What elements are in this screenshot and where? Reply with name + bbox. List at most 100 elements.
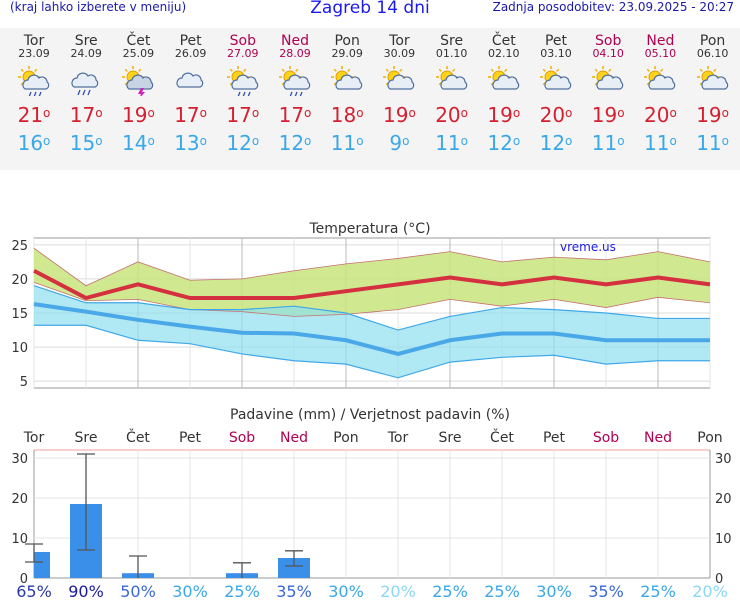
precip-day-label: Pet [179, 430, 202, 446]
min-temp: 11o [582, 132, 634, 154]
precip-y-tick-left: 10 [11, 532, 28, 547]
degree-sign: o [147, 134, 155, 148]
max-temp-line [33, 268, 711, 301]
precip-day-label: Pet [543, 430, 566, 446]
precip-probability: 25% [640, 582, 676, 600]
sun-cloud-icon [487, 66, 520, 90]
min-temp-band [34, 285, 710, 378]
day-name: Čet [126, 33, 151, 49]
precip-day-label: Ned [280, 430, 308, 446]
precip-error-bar [233, 562, 251, 578]
min-temp-value: 14 [121, 131, 148, 155]
max-temp: 20o [426, 104, 478, 126]
max-temp-value: 19 [487, 103, 513, 127]
max-temp: 19o [112, 104, 164, 126]
degree-sign: o [617, 106, 625, 120]
day-date: 30.09 [383, 47, 416, 60]
precip-probability: 25% [432, 582, 468, 600]
forecast-day: Čet 25.09 19o 14o [112, 28, 164, 154]
degree-sign: o [512, 134, 521, 148]
min-temp-value: 9 [389, 131, 403, 155]
min-temp-value: 11 [330, 131, 357, 155]
degree-sign: o [304, 106, 312, 120]
sun-cloud-icon [540, 66, 572, 90]
precip-y-tick-left: 0 [20, 572, 28, 587]
page-title: Zagreb 14 dni [310, 0, 430, 18]
precip-probability: 25% [484, 582, 520, 600]
day-name: Sob [229, 33, 256, 49]
forecast-day: Pet 03.10 20o 12o [530, 28, 582, 154]
degree-sign: o [43, 106, 51, 120]
min-temp-value: 15 [69, 131, 96, 155]
degree-sign: o [251, 134, 260, 148]
precip-probability: 30% [172, 582, 208, 600]
degree-sign: o [95, 106, 103, 120]
max-band-upper-edge [33, 247, 711, 287]
max-band-lower-edge [33, 281, 711, 317]
day-name: Tor [23, 33, 45, 49]
forecast-day: Tor 30.09 19o 9o [373, 28, 425, 154]
degree-sign: o [617, 134, 625, 148]
day-date: 26.09 [174, 47, 207, 60]
precip-probability: 35% [276, 582, 312, 600]
precip-day-label: Sob [593, 430, 619, 446]
min-temp-value: 16 [17, 131, 44, 155]
day-name: Sre [74, 33, 98, 49]
degree-sign: o [356, 134, 364, 148]
precip-y-tick-left: 20 [11, 492, 28, 507]
degree-sign: o [721, 106, 729, 120]
precip-probability: 20% [380, 582, 416, 600]
precip-error-bar [25, 543, 43, 563]
max-temp-value: 19 [121, 103, 148, 127]
degree-sign: o [199, 106, 207, 120]
min-temp-value: 12 [487, 131, 513, 155]
degree-sign: o [512, 106, 521, 120]
min-temp: 11o [426, 132, 478, 154]
min-temp-value: 11 [696, 131, 722, 155]
precip-day-label: Tor [23, 430, 45, 446]
min-temp-value: 12 [539, 131, 566, 155]
day-date: 05.10 [644, 47, 677, 60]
min-temp: 14o [112, 132, 164, 154]
sun-cloud-rain-icon [226, 66, 259, 96]
max-temp-value: 17 [226, 103, 252, 127]
max-temp: 21o [8, 104, 60, 126]
max-temp-value: 20 [435, 103, 461, 127]
day-name: Sre [440, 33, 464, 49]
max-temp: 19o [687, 104, 739, 126]
max-temp: 20o [530, 104, 582, 126]
precip-day-label: Pon [697, 430, 722, 446]
precip-error-bar [129, 555, 147, 578]
max-temp-value: 19 [696, 103, 722, 127]
temp-y-tick: 15 [11, 307, 28, 322]
min-temp-value: 12 [226, 131, 252, 155]
day-date: 03.10 [540, 47, 572, 60]
forecast-day: Ned 28.09 17o 12o [269, 28, 321, 154]
day-name: Sob [595, 33, 622, 49]
forecast-day: Pon 06.10 19o 11o [687, 28, 739, 154]
precip-error-bar [77, 453, 95, 551]
min-temp: 15o [60, 132, 112, 154]
precip-y-tick-right: 10 [715, 532, 732, 547]
day-date: 23.09 [18, 47, 50, 60]
degree-sign: o [95, 134, 103, 148]
precip-bar [278, 558, 310, 578]
max-temp-value: 18 [330, 103, 357, 127]
forecast-day: Sre 01.10 20o 11o [426, 28, 478, 154]
sun-cloud-rain-icon [18, 66, 50, 96]
sun-cloud-rain-icon [279, 66, 311, 96]
precip-probability: 20% [692, 582, 728, 600]
max-temp: 19o [373, 104, 425, 126]
day-name: Pon [699, 33, 726, 49]
cloud-icon [176, 72, 203, 88]
max-temp-value: 20 [539, 103, 566, 127]
day-name: Pon [334, 33, 360, 49]
day-name: Pet [544, 33, 568, 49]
min-temp: 12o [217, 132, 269, 154]
sun-cloud-icon [696, 66, 728, 90]
max-temp-value: 20 [643, 103, 670, 127]
max-temp-value: 21 [17, 103, 44, 127]
degree-sign: o [304, 134, 312, 148]
sun-cloud-icon [331, 66, 363, 90]
precip-day-label: Pon [333, 430, 358, 446]
